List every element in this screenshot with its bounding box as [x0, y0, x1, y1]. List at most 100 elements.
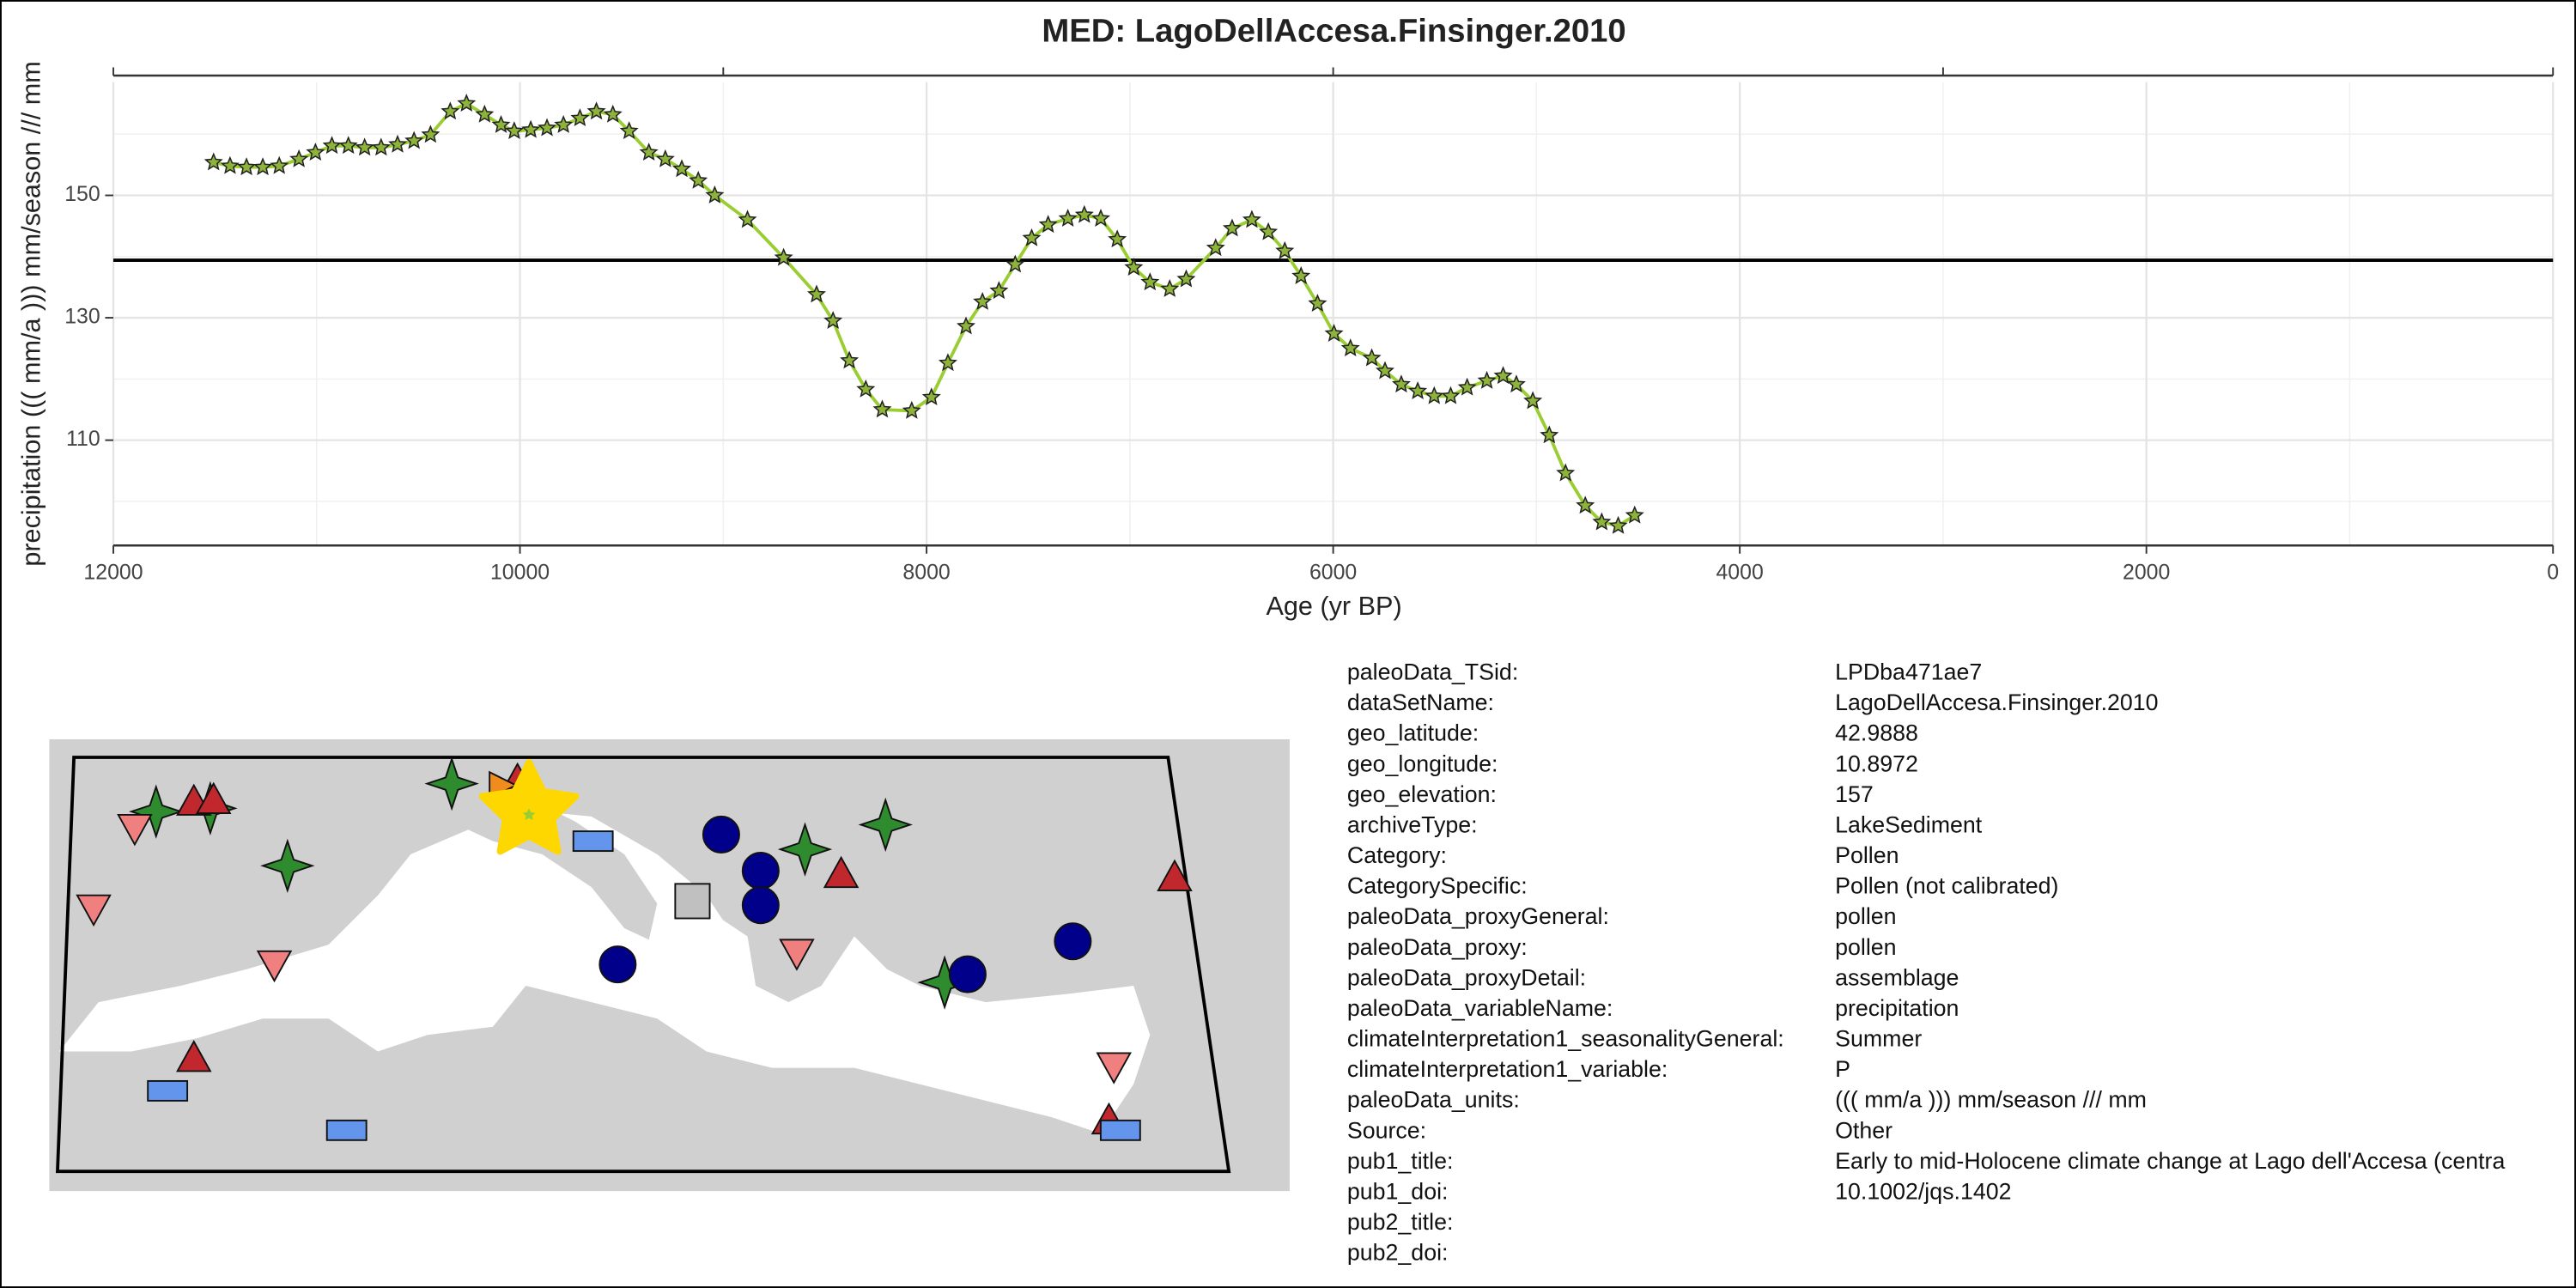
data-point: [807, 284, 826, 303]
data-point: [338, 136, 358, 155]
data-point: [1425, 386, 1444, 404]
data-point: [440, 101, 460, 120]
site-marker: [948, 955, 987, 993]
data-point: [1556, 463, 1576, 482]
meta-value: LPDba471ae7: [1835, 659, 1982, 685]
meta-value: pollen: [1835, 934, 1896, 960]
data-point: [1091, 209, 1110, 227]
data-point: [1038, 215, 1058, 234]
data-point: [1074, 204, 1094, 223]
x-tick-label: 4000: [1716, 560, 1763, 584]
data-point: [1608, 515, 1628, 534]
meta-value: assemblage: [1835, 964, 1959, 990]
meta-key: climateInterpretation1_variable:: [1347, 1056, 1668, 1082]
data-point: [1362, 348, 1382, 367]
site-marker: [424, 756, 479, 811]
data-point: [1324, 324, 1344, 342]
x-tick-label: 8000: [902, 560, 950, 584]
data-point: [619, 121, 639, 140]
meta-value: Summer: [1835, 1026, 1922, 1052]
data-point: [738, 210, 757, 228]
site-marker: [76, 894, 112, 927]
y-tick-label: 130: [64, 305, 100, 329]
map-land: [911, 813, 1282, 986]
meta-value: P: [1835, 1056, 1850, 1082]
data-point: [570, 108, 590, 127]
meta-value: pollen: [1835, 903, 1896, 929]
data-point: [1540, 425, 1559, 444]
meta-value: precipitation: [1835, 995, 1959, 1021]
data-point: [1259, 222, 1279, 240]
meta-value: LakeSediment: [1835, 811, 1983, 837]
data-point: [672, 159, 692, 178]
meta-key: pub2_title:: [1347, 1209, 1454, 1235]
data-point: [1493, 366, 1513, 385]
y-axis-label: precipitation ((( mm/a ))) mm/season ///…: [16, 61, 46, 566]
data-point: [989, 281, 1009, 300]
x-tick-label: 10000: [490, 560, 550, 584]
x-tick-label: 12000: [83, 560, 143, 584]
meta-key: pub1_title:: [1347, 1148, 1454, 1174]
meta-key: pub2_doi:: [1347, 1240, 1449, 1266]
data-point: [921, 387, 941, 406]
data-point: [1058, 209, 1078, 227]
meta-value: 157: [1835, 781, 1874, 807]
data-point: [586, 101, 606, 120]
data-point: [1477, 370, 1497, 389]
data-point: [457, 94, 477, 112]
data-point: [1408, 381, 1428, 399]
data-point: [355, 137, 374, 156]
site-marker: [129, 784, 184, 839]
meta-key: paleoData_variableName:: [1347, 995, 1613, 1021]
data-point: [1022, 228, 1042, 246]
meta-key: geo_longitude:: [1347, 750, 1498, 776]
data-point: [504, 121, 524, 140]
site-marker: [702, 815, 740, 854]
data-point: [220, 155, 240, 174]
meta-key: Category:: [1347, 842, 1447, 868]
data-point: [957, 316, 976, 335]
data-point: [1625, 505, 1644, 524]
data-point: [1275, 240, 1295, 259]
data-point: [421, 125, 440, 143]
data-point: [856, 379, 876, 398]
data-point: [1340, 338, 1360, 357]
x-axis-label: Age (yr BP): [1266, 592, 1401, 621]
chart-title: MED: LagoDellAccesa.Finsinger.2010: [1042, 12, 1625, 49]
data-point: [253, 157, 273, 176]
meta-value: ((( mm/a ))) mm/season /// mm: [1835, 1087, 2147, 1113]
data-point: [1441, 386, 1461, 404]
data-point: [554, 115, 574, 133]
site-marker: [1099, 1119, 1141, 1141]
data-point: [872, 399, 892, 418]
data-point: [475, 104, 495, 123]
data-point: [1005, 254, 1025, 273]
meta-value: LagoDellAccesa.Finsinger.2010: [1835, 690, 2158, 715]
meta-value: Early to mid-Holocene climate change at …: [1835, 1148, 2505, 1174]
data-point: [491, 114, 511, 133]
site-marker: [260, 838, 315, 894]
plot: 12000 10000 8000 6000 4000 2000 0 110 130 150: [64, 67, 2559, 584]
metadata: paleoData_TSid: LPDba471ae7 dataSetName: La…: [1347, 659, 2506, 1266]
meta-key: archiveType:: [1347, 811, 1478, 837]
data-point: [823, 311, 843, 329]
data-point: [1391, 374, 1411, 393]
data-point: [270, 155, 289, 174]
site-marker: [598, 945, 637, 984]
data-point: [1291, 266, 1311, 284]
x-tick-label: 0: [2547, 560, 2559, 584]
data-point: [1592, 512, 1612, 531]
meta-key: CategorySpecific:: [1347, 873, 1528, 899]
data-point: [1308, 294, 1327, 313]
data-point: [639, 143, 659, 161]
meta-key: paleoData_proxy:: [1347, 934, 1528, 960]
data-point: [1140, 272, 1160, 291]
meta-key: paleoData_proxyDetail:: [1347, 964, 1586, 990]
data-point: [774, 247, 793, 266]
data-point: [1206, 238, 1225, 257]
data-point: [973, 291, 993, 310]
meta-value: 42.9888: [1835, 720, 1918, 746]
selected-site: [478, 758, 580, 855]
